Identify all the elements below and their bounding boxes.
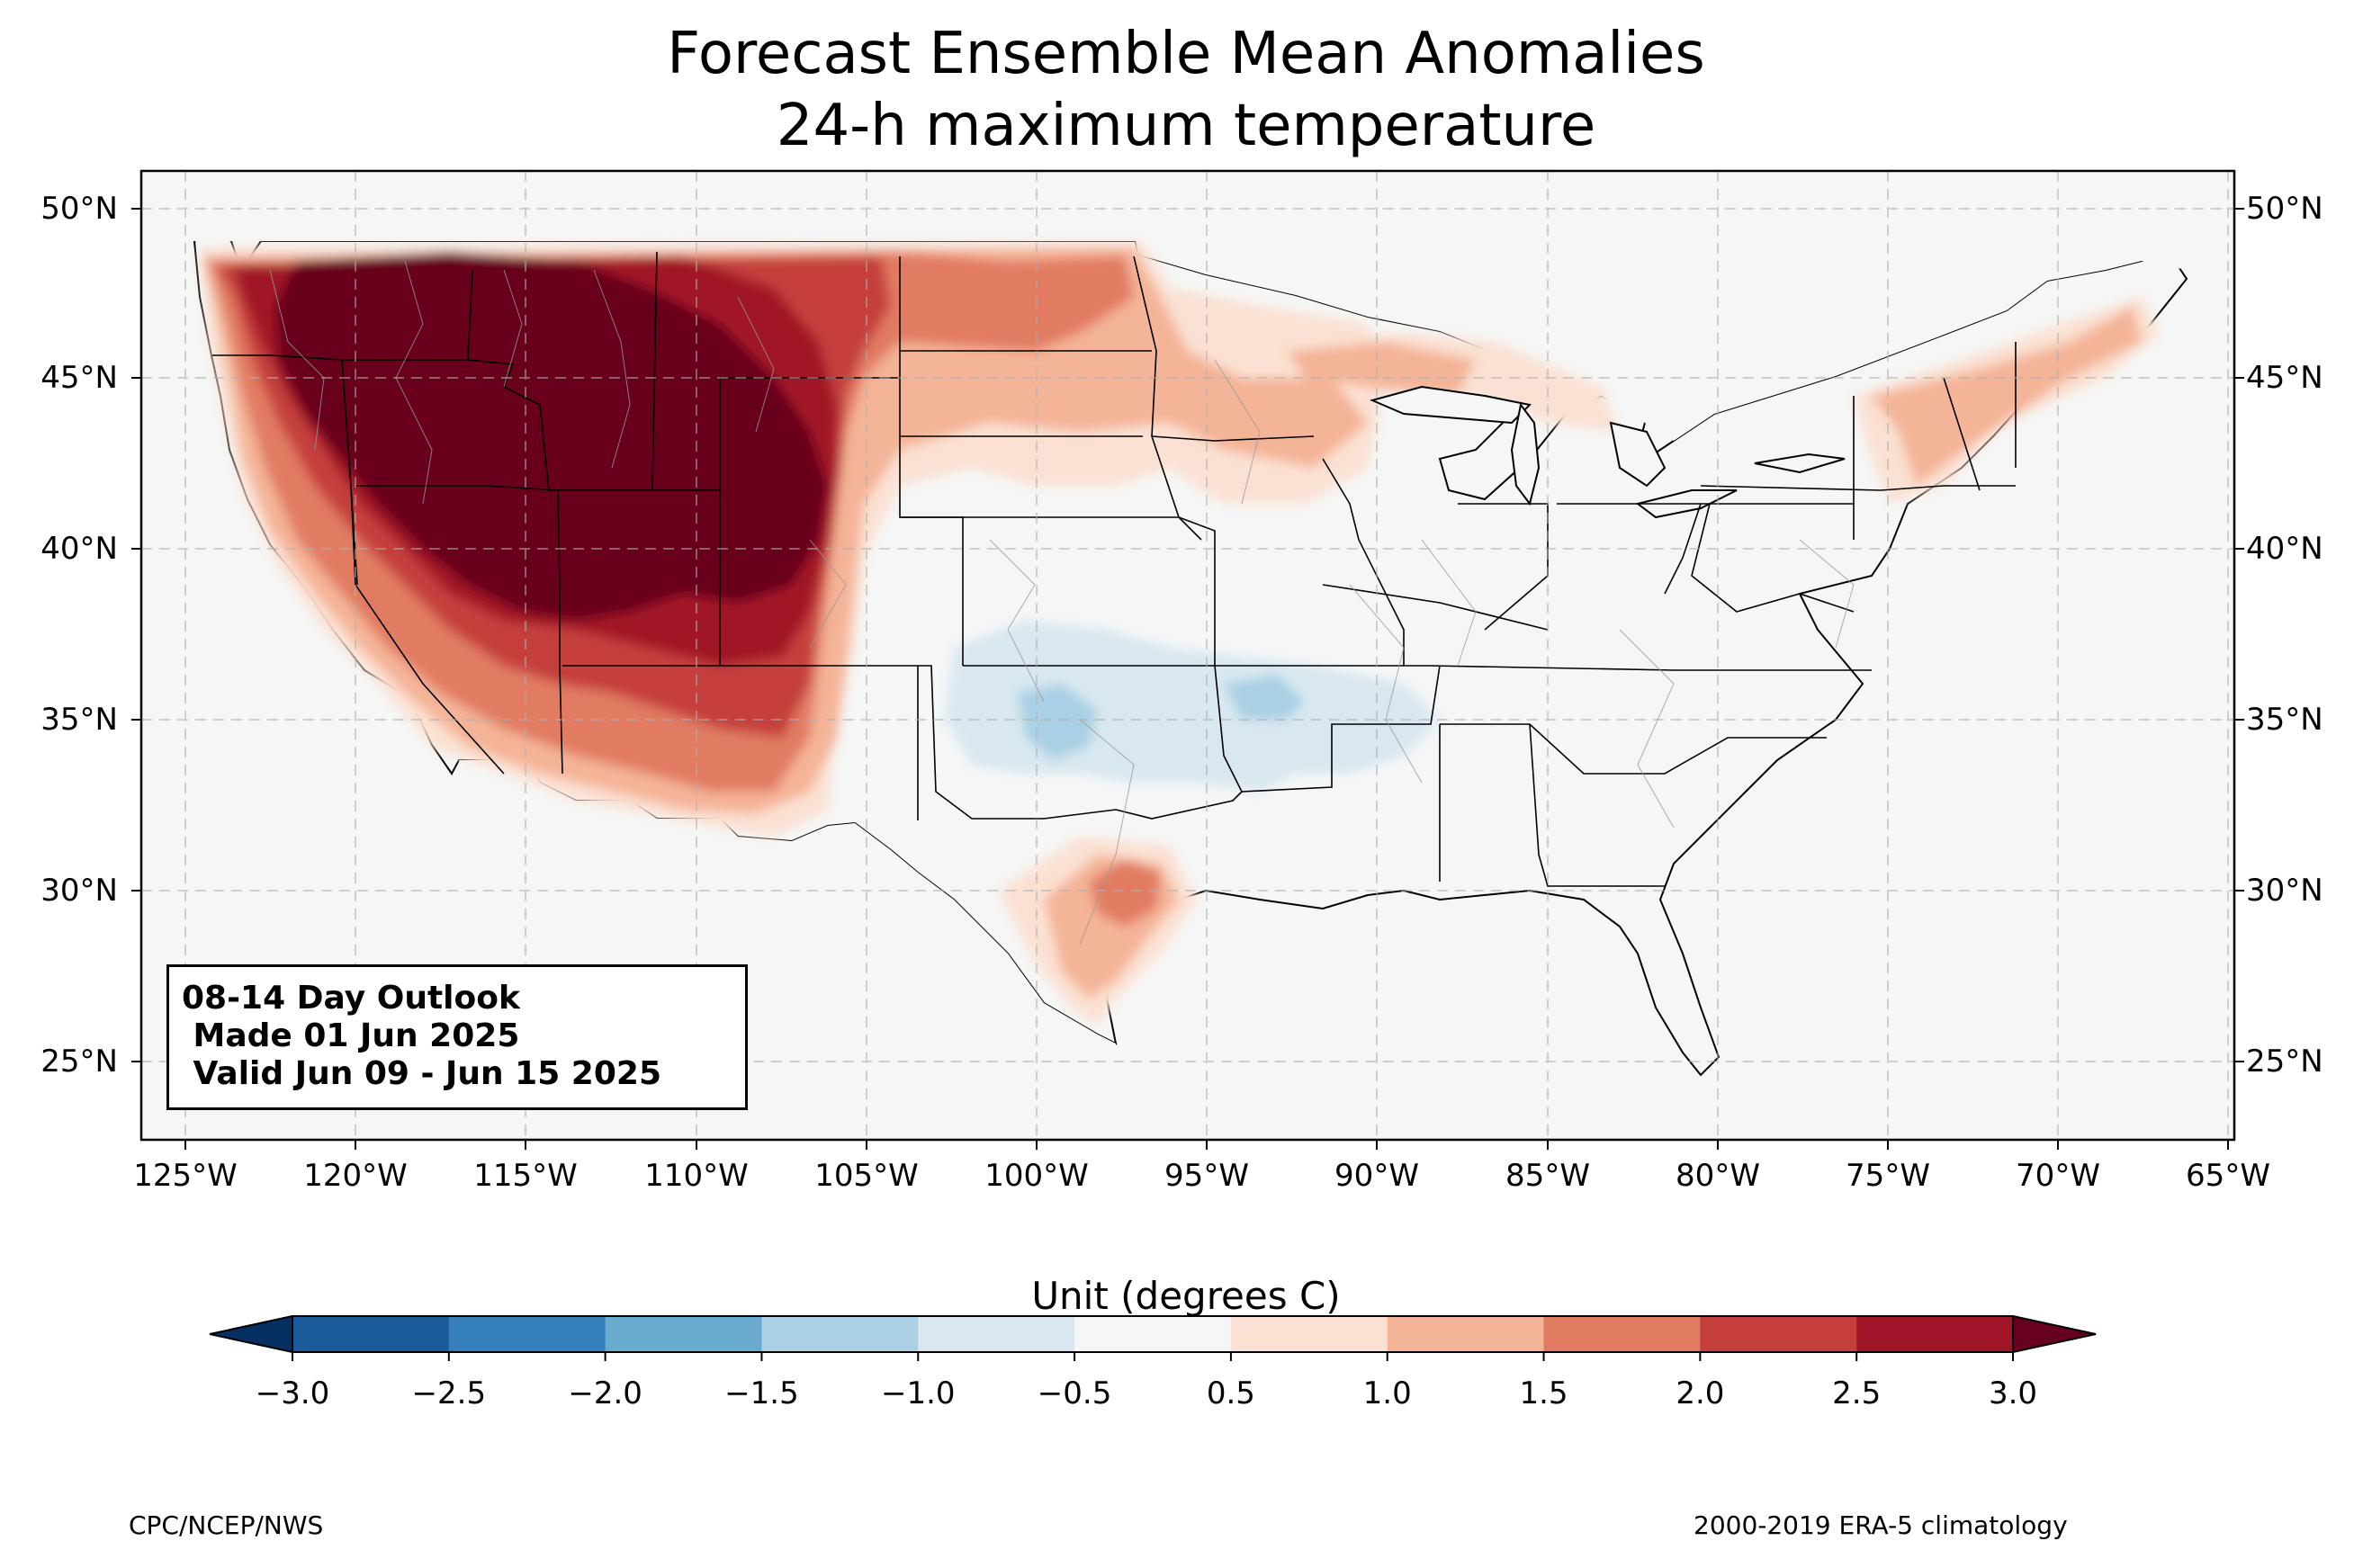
lon-tick: 100°W xyxy=(984,1158,1089,1194)
colorbar-tick-label: −1.5 xyxy=(724,1375,799,1411)
lon-tick: 110°W xyxy=(644,1158,749,1194)
colorbar-segment xyxy=(1230,1316,1388,1352)
lon-tick: 70°W xyxy=(2016,1158,2100,1194)
colorbar-segment xyxy=(1543,1316,1701,1352)
colorbar-segment xyxy=(292,1316,450,1352)
colorbar-segment xyxy=(1074,1316,1232,1352)
lon-tick: 115°W xyxy=(473,1158,578,1194)
colorbar-tick-label: 1.5 xyxy=(1519,1375,1568,1411)
colorbar-tick-label: −0.5 xyxy=(1037,1375,1112,1411)
colorbar-max-arrow xyxy=(2012,1314,2097,1354)
lat-tick-left: 40°N xyxy=(40,531,118,567)
axis-ticks xyxy=(131,208,2244,1150)
county-borders xyxy=(269,260,1855,945)
lat-tick-left: 45°N xyxy=(40,360,118,396)
lon-tick: 65°W xyxy=(2186,1158,2270,1194)
colorbar-segment xyxy=(605,1316,762,1352)
lat-tick-left: 30°N xyxy=(40,873,118,909)
lon-tick: 90°W xyxy=(1334,1158,1419,1194)
colorbar-tick-label: 2.5 xyxy=(1832,1375,1882,1411)
lat-tick-left: 35°N xyxy=(40,702,118,738)
lon-tick: 80°W xyxy=(1676,1158,1760,1194)
lon-tick: 85°W xyxy=(1505,1158,1590,1194)
canada-landmass xyxy=(141,171,2234,441)
lat-tick-right: 25°N xyxy=(2246,1044,2323,1080)
chart-title: Forecast Ensemble Mean Anomalies xyxy=(667,21,1705,87)
colorbar-tick-label: 0.5 xyxy=(1206,1375,1255,1411)
outlook-period: 08-14 Day Outlook xyxy=(182,980,520,1017)
anomaly-wi-1.0 xyxy=(1287,342,1476,396)
lake-huron xyxy=(1609,421,1667,488)
colorbar xyxy=(209,1314,2097,1361)
lat-tick-right: 50°N xyxy=(2246,191,2323,227)
lon-tick: 105°W xyxy=(814,1158,919,1194)
outlook-made-date: Made 01 Jun 2025 xyxy=(182,1017,520,1054)
colorbar-segment xyxy=(448,1316,606,1352)
colorbar-segment xyxy=(918,1316,1075,1352)
colorbar-tick-label: 1.0 xyxy=(1362,1375,1412,1411)
lon-tick: 125°W xyxy=(133,1158,238,1194)
colorbar-tick-label: −3.0 xyxy=(255,1375,330,1411)
anomaly-minus-1.0-b xyxy=(1224,675,1305,720)
lat-tick-right: 35°N xyxy=(2246,702,2323,738)
colorbar-label: Unit (degrees C) xyxy=(1031,1274,1341,1318)
colorbar-outline xyxy=(292,1315,2014,1353)
colorbar-tick-label: −2.5 xyxy=(411,1375,487,1411)
lon-tick: 95°W xyxy=(1164,1158,1249,1194)
colorbar-tick-label: 2.0 xyxy=(1676,1375,1725,1411)
colorbar-tick-label: 3.0 xyxy=(1988,1375,2038,1411)
climatology-note: 2000-2019 ERA-5 climatology xyxy=(1694,1510,2068,1540)
lake-ontario xyxy=(1754,452,1846,474)
outlook-valid-range: Valid Jun 09 - Jun 15 2025 xyxy=(182,1055,662,1092)
lat-tick-left: 50°N xyxy=(40,191,118,227)
lat-tick-right: 40°N xyxy=(2246,531,2323,567)
colorbar-tick-label: −1.0 xyxy=(880,1375,956,1411)
lat-tick-right: 30°N xyxy=(2246,873,2323,909)
lon-tick: 120°W xyxy=(303,1158,408,1194)
lon-tick: 75°W xyxy=(1846,1158,1930,1194)
source-credit: CPC/NCEP/NWS xyxy=(129,1510,324,1540)
colorbar-segment xyxy=(1387,1316,1545,1352)
anomaly-ny-1.0 xyxy=(1872,306,2142,486)
colorbar-segment xyxy=(761,1316,919,1352)
colorbar-tick-label: −2.0 xyxy=(568,1375,642,1411)
lat-tick-left: 25°N xyxy=(40,1044,118,1080)
lat-tick-right: 45°N xyxy=(2246,360,2323,396)
colorbar-min-arrow xyxy=(209,1314,293,1354)
colorbar-segment xyxy=(1856,1316,2014,1352)
chart-subtitle: 24-h maximum temperature xyxy=(776,93,1596,159)
map-frame xyxy=(139,169,2236,1142)
colorbar-segment xyxy=(1700,1316,1857,1352)
outlook-info-box: 08-14 Day Outlook Made 01 Jun 2025 Valid… xyxy=(166,964,748,1110)
